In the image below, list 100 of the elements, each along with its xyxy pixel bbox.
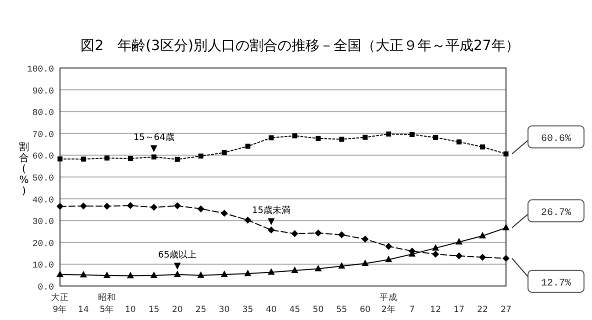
point bbox=[385, 256, 392, 262]
point bbox=[314, 230, 322, 237]
point bbox=[385, 242, 392, 250]
y-tick-label: 0.0 bbox=[38, 282, 54, 292]
point bbox=[174, 156, 180, 162]
point bbox=[268, 135, 274, 140]
x-tick-label: 20 bbox=[172, 305, 183, 315]
x-tick-label: 12 bbox=[430, 305, 441, 315]
point bbox=[362, 134, 368, 140]
point bbox=[339, 136, 344, 142]
x-tick-label: 17 bbox=[454, 305, 464, 315]
point bbox=[479, 254, 486, 261]
x-tick-label: 60 bbox=[360, 305, 371, 315]
point bbox=[80, 202, 87, 210]
annotation: 15歳未満 ▼ bbox=[252, 206, 290, 227]
point bbox=[316, 136, 321, 141]
callout: 12.7% bbox=[512, 258, 584, 293]
x-tick-label: 15 bbox=[148, 305, 160, 315]
point bbox=[150, 204, 158, 211]
point bbox=[480, 144, 486, 150]
y-tick-label: 70.0 bbox=[32, 130, 54, 140]
point bbox=[433, 135, 438, 140]
point bbox=[479, 232, 486, 238]
x-tick-label: 14 bbox=[78, 305, 89, 315]
point bbox=[126, 202, 134, 210]
title: 図2 年齢(3区分)別人口の割合の推移－全国（大正９年～平成27年） bbox=[80, 38, 520, 54]
callout: 26.7% bbox=[512, 199, 584, 228]
point bbox=[220, 210, 228, 217]
y-tick-label: 10.0 bbox=[32, 260, 54, 271]
point bbox=[150, 272, 158, 278]
point bbox=[245, 144, 250, 149]
point bbox=[456, 252, 463, 260]
point bbox=[386, 132, 392, 137]
point bbox=[410, 132, 415, 137]
point bbox=[103, 202, 110, 210]
x-tick-label: 7 bbox=[409, 305, 415, 315]
annotation: 65歳以上 ▼ bbox=[158, 250, 197, 272]
point bbox=[268, 226, 275, 234]
y-tick-label: 20.0 bbox=[32, 238, 54, 249]
point bbox=[456, 139, 462, 144]
x-tick-label: 27 bbox=[500, 305, 512, 315]
point bbox=[80, 156, 86, 162]
point bbox=[198, 154, 204, 159]
x-tick-label: 25 bbox=[195, 305, 206, 315]
y-tick-label: 60.0 bbox=[32, 152, 54, 162]
x-tick-label: 大正 9年 bbox=[51, 292, 69, 315]
point bbox=[244, 216, 252, 224]
y-tick-label: 50.0 bbox=[32, 174, 54, 184]
point bbox=[314, 264, 322, 272]
callout: 60.6% bbox=[512, 125, 584, 154]
x-tick-label: 昭和 5年 bbox=[98, 292, 116, 315]
x-tick-label: 55 bbox=[336, 305, 348, 315]
y-tick-label: 100.0 bbox=[26, 64, 54, 74]
y-axis-title: 割合(%) bbox=[19, 142, 29, 197]
point bbox=[151, 154, 156, 160]
data-label: 26.7% bbox=[540, 208, 572, 219]
point bbox=[244, 270, 252, 276]
x-tick-label: 50 bbox=[312, 305, 324, 315]
point bbox=[58, 156, 62, 162]
point bbox=[291, 230, 298, 238]
x-tick-label: 10 bbox=[125, 305, 136, 315]
point bbox=[80, 270, 87, 278]
point bbox=[502, 224, 510, 230]
data-label: 60.6% bbox=[540, 134, 572, 145]
point bbox=[197, 271, 204, 278]
point bbox=[126, 272, 134, 278]
point bbox=[103, 272, 110, 278]
point bbox=[362, 260, 369, 266]
x-tick-label: 35 bbox=[242, 305, 254, 315]
point bbox=[56, 202, 64, 210]
point bbox=[432, 244, 440, 251]
x-tick-label: 45 bbox=[289, 305, 300, 315]
point bbox=[362, 236, 369, 243]
point bbox=[292, 133, 298, 138]
point bbox=[432, 250, 440, 258]
y-tick-label: 80.0 bbox=[32, 108, 54, 118]
y-tick-label: 30.0 bbox=[32, 217, 54, 228]
data-label: 12.7% bbox=[540, 278, 572, 290]
x-tick-label: 30 bbox=[218, 305, 230, 315]
point bbox=[174, 270, 181, 277]
point bbox=[338, 262, 346, 269]
point bbox=[502, 254, 510, 262]
point bbox=[220, 270, 228, 277]
point bbox=[291, 266, 298, 274]
point bbox=[197, 205, 204, 212]
point bbox=[174, 202, 181, 210]
point bbox=[128, 156, 133, 161]
x-tick-label: 平成 2年 bbox=[380, 292, 398, 315]
point bbox=[338, 231, 346, 238]
point bbox=[222, 150, 227, 156]
point bbox=[504, 151, 508, 156]
point bbox=[56, 270, 64, 277]
point bbox=[456, 238, 463, 244]
point bbox=[268, 268, 275, 275]
point bbox=[104, 156, 110, 161]
y-tick-label: 90.0 bbox=[32, 86, 54, 96]
annotation: 15～64歳 ▼ bbox=[133, 132, 174, 154]
y-tick-label: 40.0 bbox=[32, 195, 54, 206]
x-tick-label: 22 bbox=[477, 305, 488, 315]
x-tick-label: 40 bbox=[266, 305, 277, 315]
